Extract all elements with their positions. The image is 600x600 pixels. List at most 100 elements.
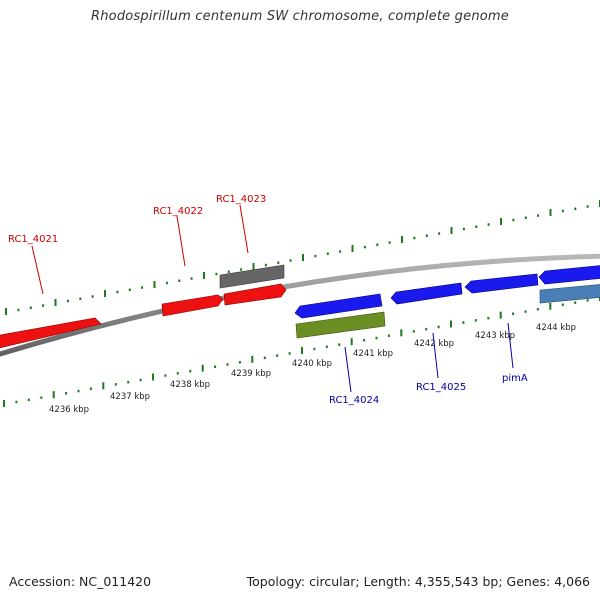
- upper-minor-tick: [190, 277, 193, 280]
- tick-label-4243: 4243 kbp: [475, 331, 515, 341]
- gene-reverse-6[interactable]: [539, 284, 600, 304]
- forward-strand-genes: [0, 264, 287, 349]
- upper-major-tick: [252, 263, 255, 270]
- lower-major-tick: [450, 320, 452, 328]
- upper-minor-tick: [227, 270, 230, 273]
- upper-major-tick: [500, 218, 502, 225]
- gene-forward-4[interactable]: [219, 264, 285, 289]
- lower-minor-tick: [127, 380, 130, 384]
- gene-forward-1[interactable]: [0, 317, 102, 349]
- upper-minor-tick: [116, 290, 119, 294]
- gene-reverse-1[interactable]: [294, 293, 383, 319]
- gene-reverse-2[interactable]: [390, 282, 463, 305]
- lower-minor-tick: [176, 372, 179, 375]
- reverse-strand-tick-row: [3, 294, 600, 407]
- lower-minor-tick: [139, 378, 142, 382]
- upper-minor-tick: [29, 306, 32, 309]
- lower-minor-tick: [263, 356, 266, 360]
- upper-minor-tick: [425, 234, 428, 237]
- lower-minor-tick: [214, 365, 217, 368]
- lower-minor-tick: [487, 316, 490, 320]
- upper-minor-tick: [240, 268, 243, 271]
- lower-minor-tick: [189, 369, 192, 373]
- lower-major-tick: [400, 329, 403, 337]
- upper-major-tick: [203, 272, 205, 279]
- gene-label-rc1-4024[interactable]: RC1_4024: [329, 395, 379, 406]
- gene-label-pima[interactable]: pimA: [502, 373, 528, 384]
- label-leader-lines: [31, 204, 514, 393]
- lower-minor-tick: [40, 396, 43, 399]
- upper-minor-tick: [91, 295, 94, 298]
- upper-minor-tick: [165, 281, 168, 285]
- tick-label-4236: 4236 kbp: [49, 405, 89, 415]
- upper-minor-tick: [326, 252, 329, 255]
- lower-major-tick: [3, 400, 5, 407]
- tick-label-4238: 4238 kbp: [170, 380, 210, 390]
- lower-minor-tick: [574, 301, 577, 304]
- upper-major-tick: [153, 281, 156, 288]
- tick-label-4241: 4241 kbp: [353, 349, 393, 359]
- upper-minor-tick: [586, 205, 589, 208]
- lower-major-tick: [52, 391, 55, 399]
- lower-major-tick: [102, 382, 105, 390]
- lower-minor-tick: [114, 383, 117, 386]
- upper-minor-tick: [524, 216, 527, 219]
- lower-minor-tick: [536, 308, 539, 311]
- lower-minor-tick: [164, 374, 167, 377]
- gene-label-rc1-4022[interactable]: RC1_4022: [153, 206, 203, 217]
- forward-strand-tick-row: [5, 200, 600, 315]
- gene-label-rc1-4025[interactable]: RC1_4025: [416, 382, 466, 393]
- lower-minor-tick: [313, 347, 316, 351]
- lower-major-tick: [251, 355, 254, 363]
- lower-minor-tick: [226, 363, 229, 366]
- leader-line-rc1-4023: [239, 204, 249, 254]
- upper-minor-tick: [475, 225, 478, 228]
- gene-forward-3[interactable]: [223, 283, 287, 306]
- upper-minor-tick: [561, 209, 564, 213]
- gene-label-rc1-4023[interactable]: RC1_4023: [216, 194, 266, 205]
- lower-minor-tick: [561, 303, 564, 307]
- upper-minor-tick: [17, 308, 20, 312]
- upper-minor-tick: [215, 272, 218, 276]
- lower-minor-tick: [375, 336, 378, 340]
- lower-major-tick: [350, 338, 353, 346]
- tick-label-4239: 4239 kbp: [231, 369, 271, 379]
- tick-label-4244: 4244 kbp: [536, 323, 576, 333]
- lower-minor-tick: [27, 398, 30, 402]
- upper-major-tick: [104, 290, 106, 297]
- lower-minor-tick: [462, 321, 465, 324]
- gene-forward-2[interactable]: [161, 294, 224, 317]
- gene-reverse-3[interactable]: [464, 273, 539, 294]
- upper-major-tick: [401, 236, 403, 243]
- leader-line-rc1-4025: [432, 332, 439, 379]
- lower-major-tick: [152, 373, 154, 381]
- lower-minor-tick: [363, 339, 366, 342]
- lower-minor-tick: [325, 345, 328, 349]
- upper-minor-tick: [66, 299, 69, 303]
- lower-minor-tick: [412, 330, 415, 333]
- lower-major-tick: [499, 311, 502, 319]
- lower-minor-tick: [437, 325, 440, 329]
- lower-minor-tick: [89, 387, 92, 390]
- upper-minor-tick: [537, 214, 540, 217]
- upper-minor-tick: [339, 250, 342, 253]
- upper-minor-tick: [388, 241, 391, 244]
- upper-major-tick: [54, 299, 57, 306]
- upper-minor-tick: [314, 254, 317, 258]
- lower-minor-tick: [425, 327, 428, 331]
- leader-line-rc1-4021: [31, 245, 44, 295]
- lower-minor-tick: [15, 400, 18, 404]
- upper-minor-tick: [376, 243, 379, 246]
- accession-text: Accession: NC_011420: [9, 574, 152, 589]
- chromosome-backbone: [0, 253, 600, 357]
- gene-label-rc1-4021[interactable]: RC1_4021: [8, 234, 58, 245]
- scale-labels: 4236 kbp 4237 kbp 4238 kbp 4239 kbp 4240…: [49, 323, 576, 415]
- leader-line-rc1-4022: [176, 215, 186, 267]
- lower-minor-tick: [524, 310, 527, 313]
- reverse-strand-genes: [294, 265, 600, 339]
- upper-minor-tick: [462, 227, 465, 231]
- gene-reverse-5[interactable]: [295, 311, 386, 339]
- gene-reverse-4[interactable]: [538, 265, 600, 285]
